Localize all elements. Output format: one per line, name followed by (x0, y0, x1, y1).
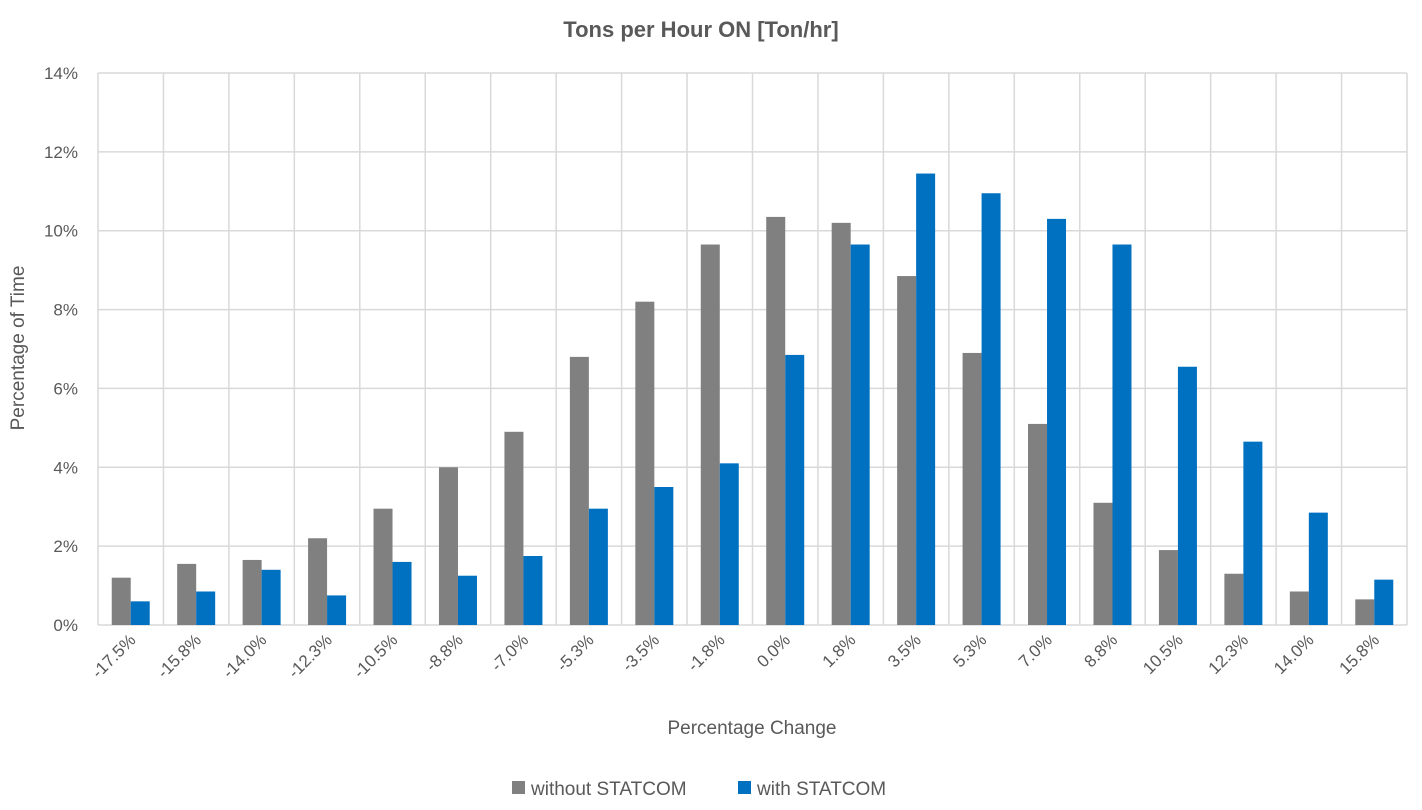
x-tick-label: 0.0% (753, 630, 794, 671)
legend-swatch-with-statcom (738, 781, 751, 794)
bar-without-statcom (1355, 599, 1375, 625)
bar-without-statcom (635, 301, 655, 625)
x-tick-label: 7.0% (1015, 630, 1056, 671)
x-tick-label: -12.3% (284, 630, 336, 682)
y-tick-label: 0% (53, 616, 78, 635)
x-tick-label: 5.3% (950, 630, 991, 671)
x-tick-label: 1.8% (819, 630, 860, 671)
bar-with-statcom (1243, 441, 1263, 625)
bar-with-statcom (785, 354, 805, 625)
bar-without-statcom (1093, 502, 1113, 625)
x-tick-label: 8.8% (1080, 630, 1121, 671)
bar-with-statcom (850, 244, 870, 625)
chart-title: Tons per Hour ON [Ton/hr] (563, 17, 838, 42)
bar-with-statcom (981, 193, 1001, 625)
gridlines (97, 72, 1408, 626)
bar-with-statcom (196, 591, 216, 625)
bar-without-statcom (308, 538, 328, 625)
bar-without-statcom (1028, 423, 1048, 625)
x-tick-label: -8.8% (422, 630, 467, 675)
bar-without-statcom (242, 559, 262, 625)
x-tick-label: 14.0% (1270, 630, 1318, 678)
bar-without-statcom (897, 276, 917, 625)
y-axis-ticks: 0% 2% 4% 6% 8% 10% 12% 14% (44, 64, 78, 635)
x-tick-label: -17.5% (88, 630, 140, 682)
x-tick-label: -1.8% (684, 630, 729, 675)
bar-with-statcom (130, 601, 150, 625)
x-tick-label: -10.5% (350, 630, 402, 682)
bar-with-statcom (588, 508, 608, 625)
x-tick-label: 3.5% (884, 630, 925, 671)
x-tick-label: 10.5% (1139, 630, 1187, 678)
y-tick-label: 12% (44, 143, 78, 162)
bar-without-statcom (962, 352, 982, 625)
bars (111, 173, 1394, 626)
bar-with-statcom (1308, 512, 1328, 625)
bar-without-statcom (504, 431, 524, 625)
bar-without-statcom (1224, 573, 1244, 625)
bar-with-statcom (523, 556, 543, 625)
bar-with-statcom (457, 575, 477, 625)
y-tick-label: 8% (53, 301, 78, 320)
bar-without-statcom (438, 467, 458, 625)
x-tick-label: -15.8% (153, 630, 205, 682)
x-axis-ticks: -17.5% -15.8% -14.0% -12.3% -10.5% -8.8% -7.0%… (88, 630, 1383, 682)
x-tick-label: -14.0% (219, 630, 271, 682)
bar-with-statcom (654, 487, 674, 625)
bar-with-statcom (392, 561, 412, 625)
bar-without-statcom (766, 216, 786, 625)
y-tick-label: 2% (53, 537, 78, 556)
y-tick-label: 4% (53, 458, 78, 477)
legend-swatch-without-statcom (512, 781, 525, 794)
x-tick-label: -3.5% (618, 630, 663, 675)
x-axis-title: Percentage Change (667, 718, 836, 739)
y-axis-title: Percentage of Time (8, 266, 29, 431)
x-tick-label: 15.8% (1336, 630, 1384, 678)
x-tick-label: -5.3% (553, 630, 598, 675)
bar-with-statcom (916, 173, 936, 626)
bar-without-statcom (177, 563, 197, 625)
y-tick-label: 10% (44, 222, 78, 241)
bar-without-statcom (1289, 591, 1309, 625)
y-tick-label: 6% (53, 379, 78, 398)
bar-with-statcom (1112, 244, 1132, 625)
bar-without-statcom (111, 577, 131, 625)
bar-with-statcom (1374, 579, 1394, 625)
bar-with-statcom (1177, 366, 1197, 625)
bar-without-statcom (569, 356, 589, 625)
bar-without-statcom (373, 508, 393, 625)
bar-with-statcom (719, 463, 739, 625)
y-tick-label: 14% (44, 64, 78, 83)
x-tick-label: -7.0% (487, 630, 532, 675)
legend-label-without-statcom: without STATCOM (530, 779, 687, 800)
bar-with-statcom (261, 569, 281, 625)
bar-without-statcom (831, 222, 851, 626)
bar-with-statcom (1047, 218, 1067, 625)
bar-with-statcom (327, 595, 347, 625)
bar-without-statcom (1158, 550, 1178, 625)
legend-label-with-statcom: with STATCOM (756, 779, 886, 800)
legend: without STATCOM with STATCOM (512, 779, 886, 800)
x-tick-label: 12.3% (1205, 630, 1253, 678)
bar-without-statcom (700, 244, 720, 625)
